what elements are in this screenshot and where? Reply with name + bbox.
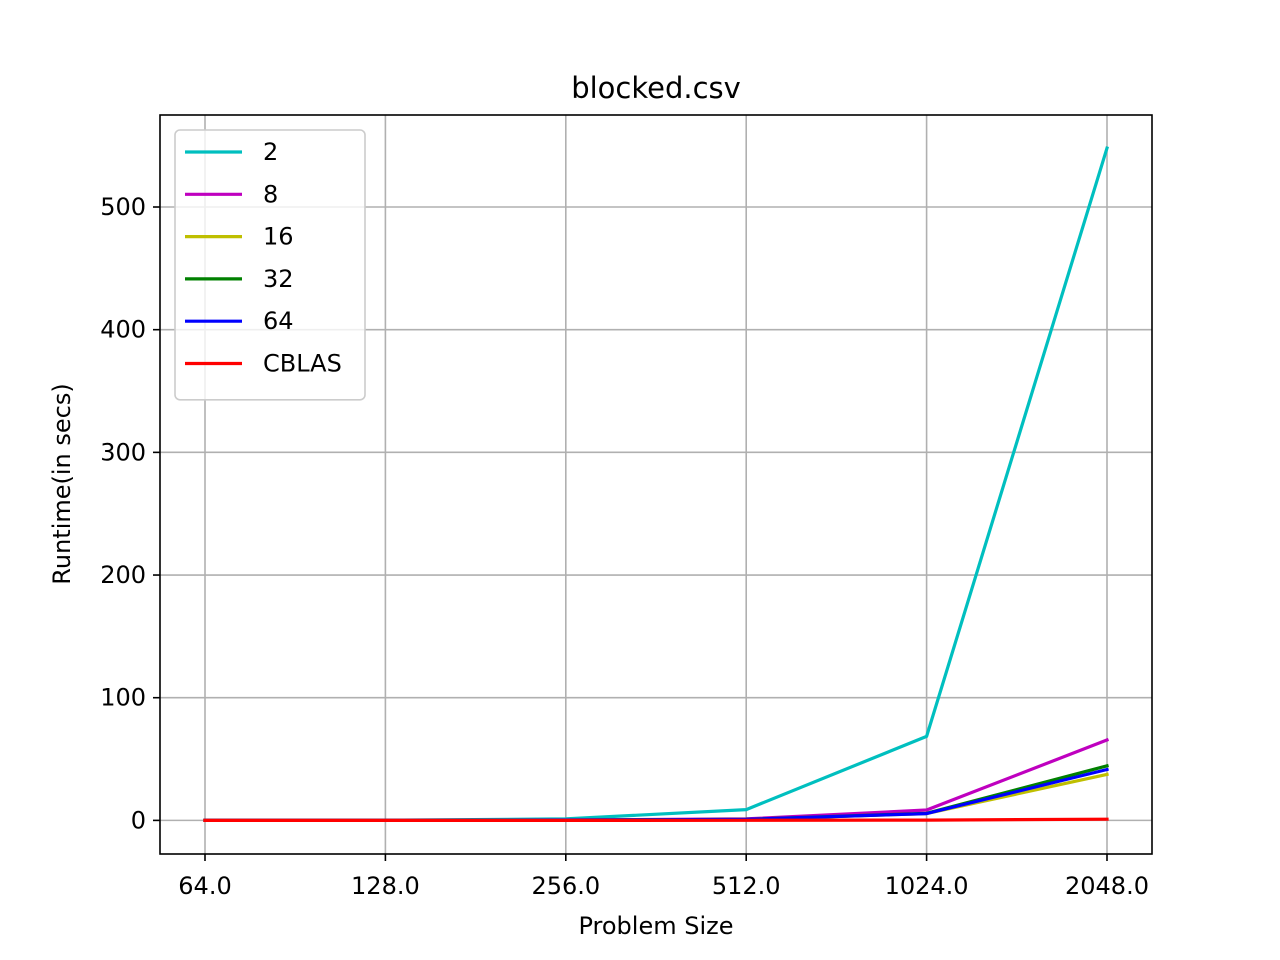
y-tick-label: 500 bbox=[100, 193, 146, 221]
y-axis-ticks: 0 100 200 300 400 500 bbox=[100, 193, 160, 834]
x-tick-label: 64.0 bbox=[178, 872, 231, 900]
legend-label: 32 bbox=[263, 265, 294, 293]
x-axis-label: Problem Size bbox=[578, 912, 733, 940]
x-tick-label: 256.0 bbox=[531, 872, 600, 900]
axes-frame bbox=[159, 114, 1153, 855]
legend: 2 8 16 32 64 CBLAS bbox=[174, 129, 366, 401]
series-lines bbox=[203, 146, 1110, 823]
chart-title: blocked.csv bbox=[571, 71, 741, 105]
legend-label: 16 bbox=[263, 223, 294, 251]
y-tick-label: 300 bbox=[100, 438, 146, 466]
y-axis-label: Runtime(in secs) bbox=[48, 383, 76, 584]
legend-label: 64 bbox=[263, 307, 294, 335]
legend-label: CBLAS bbox=[263, 350, 342, 378]
legend-label: 8 bbox=[263, 180, 278, 208]
x-tick-label: 512.0 bbox=[712, 872, 781, 900]
x-tick-label: 1024.0 bbox=[885, 872, 969, 900]
legend-box bbox=[174, 129, 366, 401]
legend-label: 2 bbox=[263, 138, 278, 166]
series-line-cblas bbox=[203, 817, 1109, 823]
y-tick-label: 0 bbox=[131, 806, 146, 834]
x-axis-ticks: 64.0 128.0 256.0 512.0 1024.0 2048.0 bbox=[178, 854, 1149, 900]
x-tick-label: 2048.0 bbox=[1065, 872, 1149, 900]
y-tick-label: 100 bbox=[100, 684, 146, 712]
y-tick-label: 400 bbox=[100, 316, 146, 344]
x-tick-label: 128.0 bbox=[351, 872, 420, 900]
y-tick-label: 200 bbox=[100, 561, 146, 589]
